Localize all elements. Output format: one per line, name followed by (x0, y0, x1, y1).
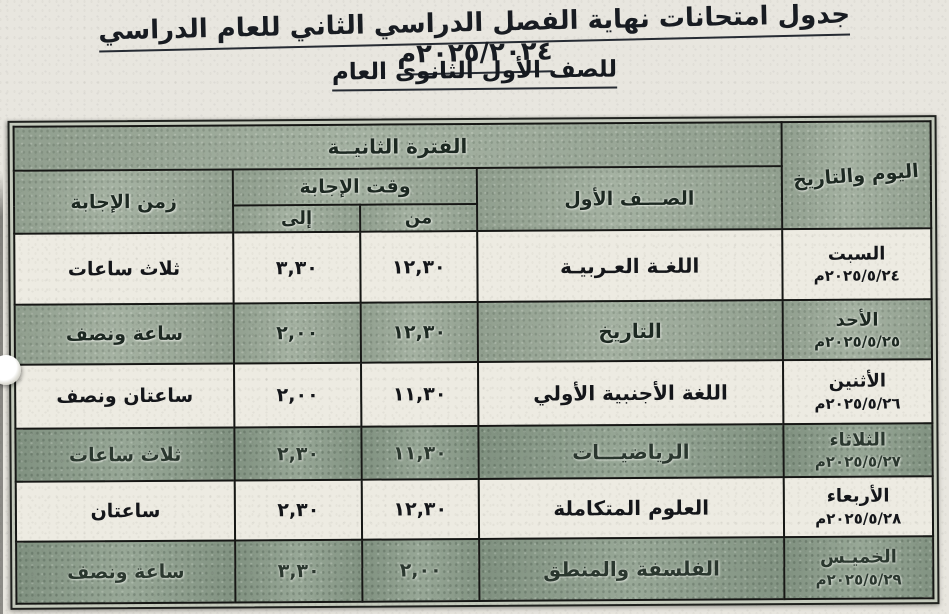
day-cell: الثلاثاء ٢٠٢٥/٥/٢٧م (782, 423, 933, 478)
duration-text: ساعة ونصف (67, 560, 185, 584)
duration-text: ساعة ونصف (65, 322, 184, 346)
document-subtitle-text: للصف الأول الثانوى العام (331, 56, 618, 92)
answer-time-header-cell: وقت الإجابة (233, 167, 478, 206)
table-row: الأثنين ٢٠٢٥/٥/٢٦م اللغة الأجنبية الأولي… (15, 358, 933, 429)
duration-cell: ثلاث ساعات (15, 427, 235, 483)
from-cell: ١٢,٣٠ (360, 302, 479, 363)
period-header-cell: الفترة الثانيــة (13, 122, 782, 171)
day-date: ٢٠٢٥/٥/٢٩م (815, 569, 902, 589)
table-row: الخميـس ٢٠٢٥/٥/٢٩م الفلسفة والمنطق ٢,٠٠ … (16, 535, 934, 604)
from-cell: ١١,٣٠ (361, 426, 479, 480)
from-cell: ١١,٣٠ (360, 361, 479, 427)
day-date-header-label: اليوم والتاريخ (792, 159, 920, 191)
scan-edge-shadow (0, 172, 3, 614)
from-cell: ٢,٠٠ (361, 538, 480, 602)
subject-text: التاريخ (598, 318, 662, 344)
duration-cell: ثلاث ساعات (14, 232, 234, 306)
grade-header-cell: الصـــف الأول (476, 166, 782, 231)
from-cell: ١٢,٣٠ (361, 479, 480, 540)
subject-cell: اللغـة العـربيـة (477, 229, 783, 303)
day-name: الأحد (835, 309, 879, 331)
day-date: ٢٠٢٥/٥/٢٦م (814, 394, 901, 413)
to-text: ٣,٣٠ (277, 559, 320, 583)
duration-cell: ساعتان (15, 480, 236, 542)
hole-punch-mark (0, 355, 21, 385)
duration-cell: ساعتان ونصف (15, 363, 235, 429)
day-cell: السبت ٢٠٢٥/٥/٢٤م (781, 228, 932, 301)
duration-header-cell: زمن الإجابة (13, 169, 234, 234)
subject-cell: الفلسفة والمنطق (479, 536, 784, 601)
duration-cell: ساعة ونصف (16, 540, 236, 604)
day-cell: الأثنين ٢٠٢٥/٥/٢٦م (782, 358, 933, 425)
day-date: ٢٠٢٥/٥/٢٧م (814, 452, 901, 472)
to-cell: ٢,٣٠ (234, 426, 362, 481)
to-text: ٢,٣٠ (276, 442, 320, 465)
exam-schedule-table: اليوم والتاريخ الفترة الثانيــة الصـــف … (13, 120, 935, 605)
table-row: الأحد ٢٠٢٥/٥/٢٥م التاريخ ١٢,٣٠ ٢,٠٠ ساعة… (14, 299, 932, 365)
to-cell: ٣,٣٠ (233, 231, 361, 304)
period-header-label: الفترة الثانيــة (327, 134, 468, 159)
day-date: ٢٠٢٥/٥/٢٤م (813, 266, 900, 286)
day-cell: الأحد ٢٠٢٥/٥/٢٥م (782, 299, 932, 360)
day-cell: الأربعاء ٢٠٢٥/٥/٢٨م (783, 476, 934, 537)
subject-cell: التاريخ (477, 300, 783, 362)
answer-time-header-label: وقت الإجابة (299, 175, 411, 199)
to-cell: ٢,٣٠ (234, 479, 362, 541)
from-cell: ١٢,٣٠ (359, 230, 478, 304)
duration-cell: ساعة ونصف (14, 303, 235, 365)
from-header-label: من (404, 207, 433, 229)
from-text: ١١,٣٠ (393, 441, 447, 465)
from-header-cell: من (359, 203, 478, 232)
to-header-cell: إلى (233, 204, 360, 233)
to-cell: ٢,٠٠ (234, 362, 362, 428)
to-cell: ٣,٣٠ (235, 539, 363, 603)
day-name: الثلاثاء (829, 429, 887, 451)
duration-header-label: زمن الإجابة (70, 190, 177, 213)
day-name: السبت (827, 243, 886, 265)
day-cell: الخميـس ٢٠٢٥/٥/٢٩م (783, 535, 934, 600)
exam-schedule-table-frame: اليوم والتاريخ الفترة الثانيــة الصـــف … (7, 115, 940, 610)
table-row: الأربعاء ٢٠٢٥/٥/٢٨م العلوم المتكاملة ١٢,… (15, 476, 934, 542)
subject-cell: الرياضيـــات (478, 424, 784, 480)
subject-text: الفلسفة والمنطق (543, 556, 720, 582)
day-date: ٢٠٢٥/٥/٢٨م (815, 509, 902, 528)
subject-cell: العلوم المتكاملة (478, 477, 784, 539)
from-text: ٢,٠٠ (399, 559, 442, 582)
to-header-label: إلى (280, 207, 313, 230)
table-row: الثلاثاء ٢٠٢٥/٥/٢٧م الرياضيـــات ١١,٣٠ ٢… (15, 423, 933, 483)
day-name: الأثنين (828, 370, 887, 393)
day-date-header-cell: اليوم والتاريخ (781, 121, 932, 230)
day-date: ٢٠٢٥/٥/٢٥م (814, 332, 901, 351)
table-row: السبت ٢٠٢٥/٥/٢٤م اللغـة العـربيـة ١٢,٣٠ … (14, 228, 932, 306)
subject-cell: اللغة الأجنبية الأولي (478, 359, 783, 427)
duration-text: ثلاث ساعات (68, 443, 182, 467)
day-name: الخميـس (819, 546, 897, 569)
subject-text: الرياضيـــات (572, 439, 690, 465)
grade-header-label: الصـــف الأول (564, 187, 695, 210)
to-text: ٢,٠٠ (276, 321, 319, 345)
day-name: الأربعاء (826, 485, 890, 508)
from-text: ١٢,٣٠ (392, 321, 447, 344)
to-cell: ٢,٠٠ (233, 303, 361, 364)
